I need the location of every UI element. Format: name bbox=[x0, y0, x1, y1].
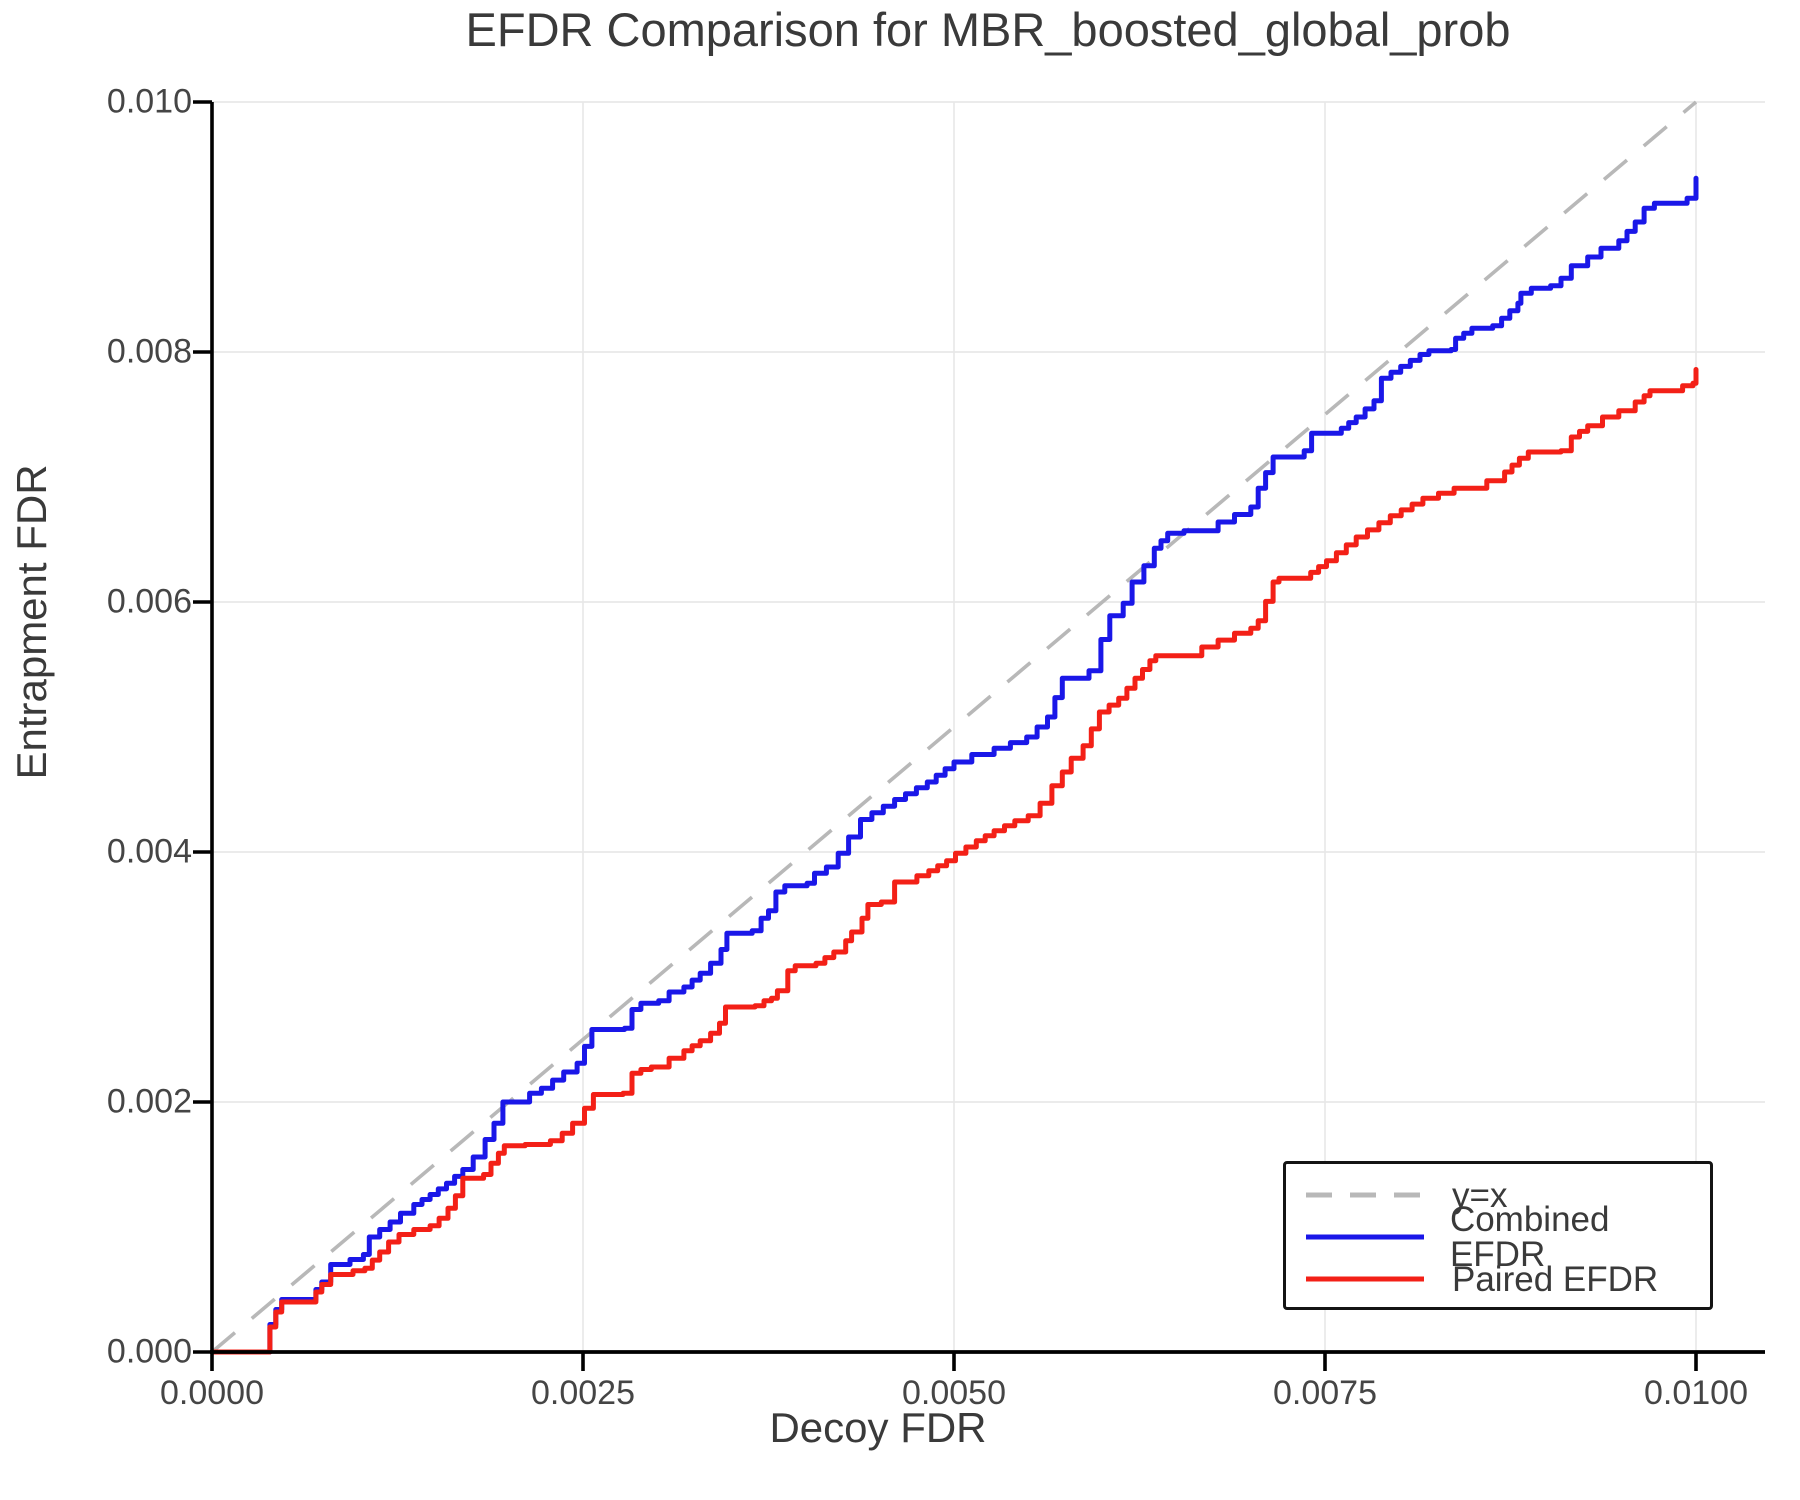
x-tick-label: 0.0025 bbox=[531, 1374, 635, 1412]
legend-item-paired-efdr: Paired EFDR bbox=[1304, 1258, 1710, 1300]
legend-item-combined-efdr: Combined EFDR bbox=[1304, 1202, 1710, 1272]
legend-line-sample bbox=[1306, 1276, 1424, 1282]
legend-label: Paired EFDR bbox=[1452, 1259, 1659, 1299]
y-tick-label: 0.008 bbox=[106, 332, 192, 371]
x-tick-label: 0.0050 bbox=[902, 1374, 1006, 1412]
legend-label: Combined EFDR bbox=[1449, 1200, 1610, 1274]
y-tick-label: 0.000 bbox=[106, 1332, 192, 1371]
series-combined-efdr bbox=[209, 175, 1699, 1355]
y-axis-label: Entrapment FDR bbox=[8, 464, 55, 780]
legend-item-y-x: y=x bbox=[1304, 1174, 1710, 1216]
legend-label: y=x bbox=[1452, 1175, 1508, 1215]
y-tick-label: 0.010 bbox=[106, 82, 192, 121]
chart-title: EFDR Comparison for MBR_boosted_global_p… bbox=[465, 3, 1511, 56]
x-tick-label: 0.0100 bbox=[1644, 1374, 1748, 1412]
series-paired-efdr bbox=[209, 367, 1699, 1355]
y-tick-label: 0.004 bbox=[106, 832, 192, 871]
legend-line-sample bbox=[1306, 1192, 1424, 1198]
legend: y=x Combined EFDR Paired EFDR bbox=[1283, 1161, 1713, 1310]
series-y-x bbox=[210, 100, 1698, 1354]
y-tick-label: 0.002 bbox=[106, 1082, 192, 1121]
x-tick-label: 0.0000 bbox=[160, 1374, 264, 1412]
legend-line-sample bbox=[1306, 1234, 1424, 1240]
x-axis-label: Decoy FDR bbox=[769, 1404, 987, 1451]
x-tick-label: 0.0075 bbox=[1273, 1374, 1377, 1412]
y-tick-label: 0.006 bbox=[106, 582, 192, 621]
